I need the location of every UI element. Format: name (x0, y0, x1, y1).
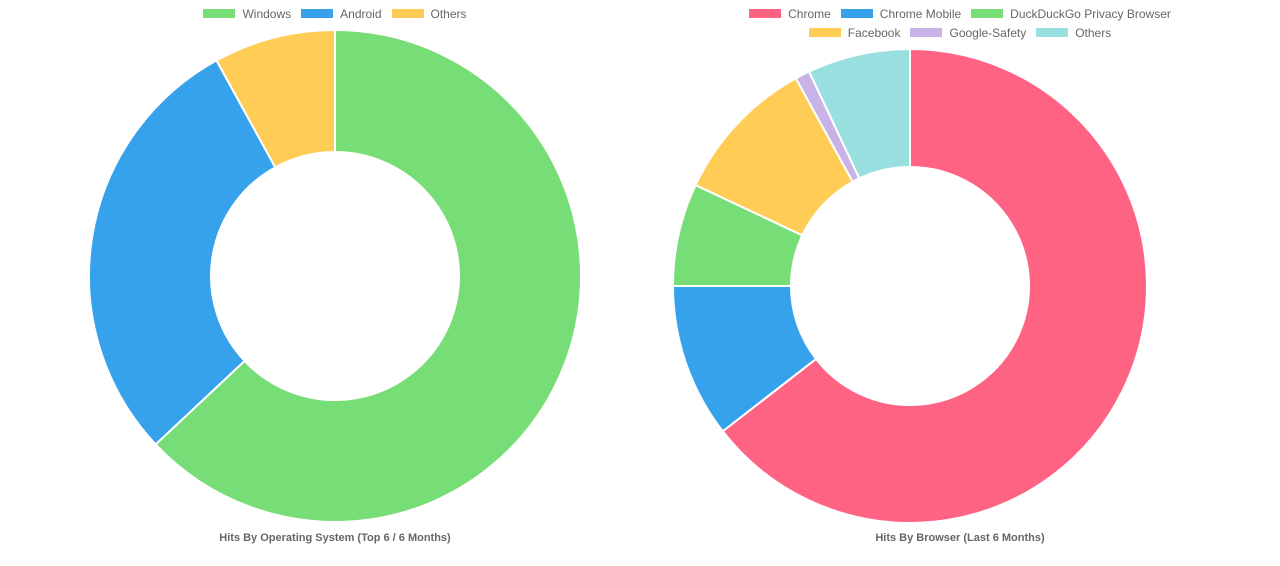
browser-slice-chrome[interactable] (721, 47, 1148, 524)
browser-legend-label-facebook: Facebook (847, 25, 901, 40)
browser-legend-label-google-safety: Google-Safety (949, 25, 1027, 40)
os-slice-android[interactable] (88, 59, 277, 446)
os-legend-label-others: Others (430, 6, 467, 21)
browser-legend: Chrome Chrome Mobile DuckDuckGo Privacy Br… (640, 4, 1280, 42)
browser-legend-item-google-safety[interactable]: Google-Safety (910, 23, 1026, 42)
browser-legend-label-duckduckgo-privacy-browser: DuckDuckGo Privacy Browser (1010, 6, 1171, 21)
browser-legend-swatch-others (1036, 28, 1069, 37)
os-legend-label-windows: Windows (242, 6, 292, 21)
os-legend: Windows Android Others (0, 4, 670, 23)
browser-legend-swatch-google-safety (910, 28, 943, 37)
os-slice-windows[interactable] (154, 28, 582, 523)
browser-chart: Chrome Chrome Mobile DuckDuckGo Privacy Br… (640, 0, 1280, 566)
browser-legend-item-others[interactable]: Others (1036, 23, 1111, 42)
os-legend-item-android[interactable]: Android (301, 4, 382, 23)
os-legend-swatch-others (391, 9, 424, 18)
browser-legend-swatch-chrome-mobile (840, 9, 873, 18)
browser-legend-item-chrome[interactable]: Chrome (749, 4, 831, 23)
browser-doughnut (671, 47, 1148, 524)
os-legend-swatch-windows (203, 9, 236, 18)
os-legend-label-android: Android (340, 6, 382, 21)
browser-slice-others[interactable] (807, 47, 911, 180)
os-chart-title: Hits By Operating System (Top 6 / 6 Mont… (219, 532, 451, 544)
browser-legend-item-chrome-mobile[interactable]: Chrome Mobile (840, 4, 962, 23)
browser-legend-item-facebook[interactable]: Facebook (808, 23, 901, 42)
browser-legend-label-others: Others (1075, 25, 1112, 40)
browser-legend-item-duckduckgo-privacy-browser[interactable]: DuckDuckGo Privacy Browser (971, 4, 1171, 23)
browser-legend-label-chrome-mobile: Chrome Mobile (879, 6, 962, 21)
browser-chart-title: Hits By Browser (Last 6 Months) (875, 532, 1045, 544)
os-slice-others[interactable] (215, 28, 336, 169)
browser-legend-swatch-facebook (808, 28, 841, 37)
browser-legend-swatch-duckduckgo-privacy-browser (971, 9, 1004, 18)
browser-legend-swatch-chrome (749, 9, 782, 18)
os-legend-item-others[interactable]: Others (391, 4, 467, 23)
os-doughnut (88, 28, 582, 523)
os-legend-item-windows[interactable]: Windows (203, 4, 291, 23)
os-legend-swatch-android (301, 9, 334, 18)
browser-legend-label-chrome: Chrome (788, 6, 831, 21)
os-chart: Windows Android Others Hits By Operating S… (0, 4, 670, 544)
